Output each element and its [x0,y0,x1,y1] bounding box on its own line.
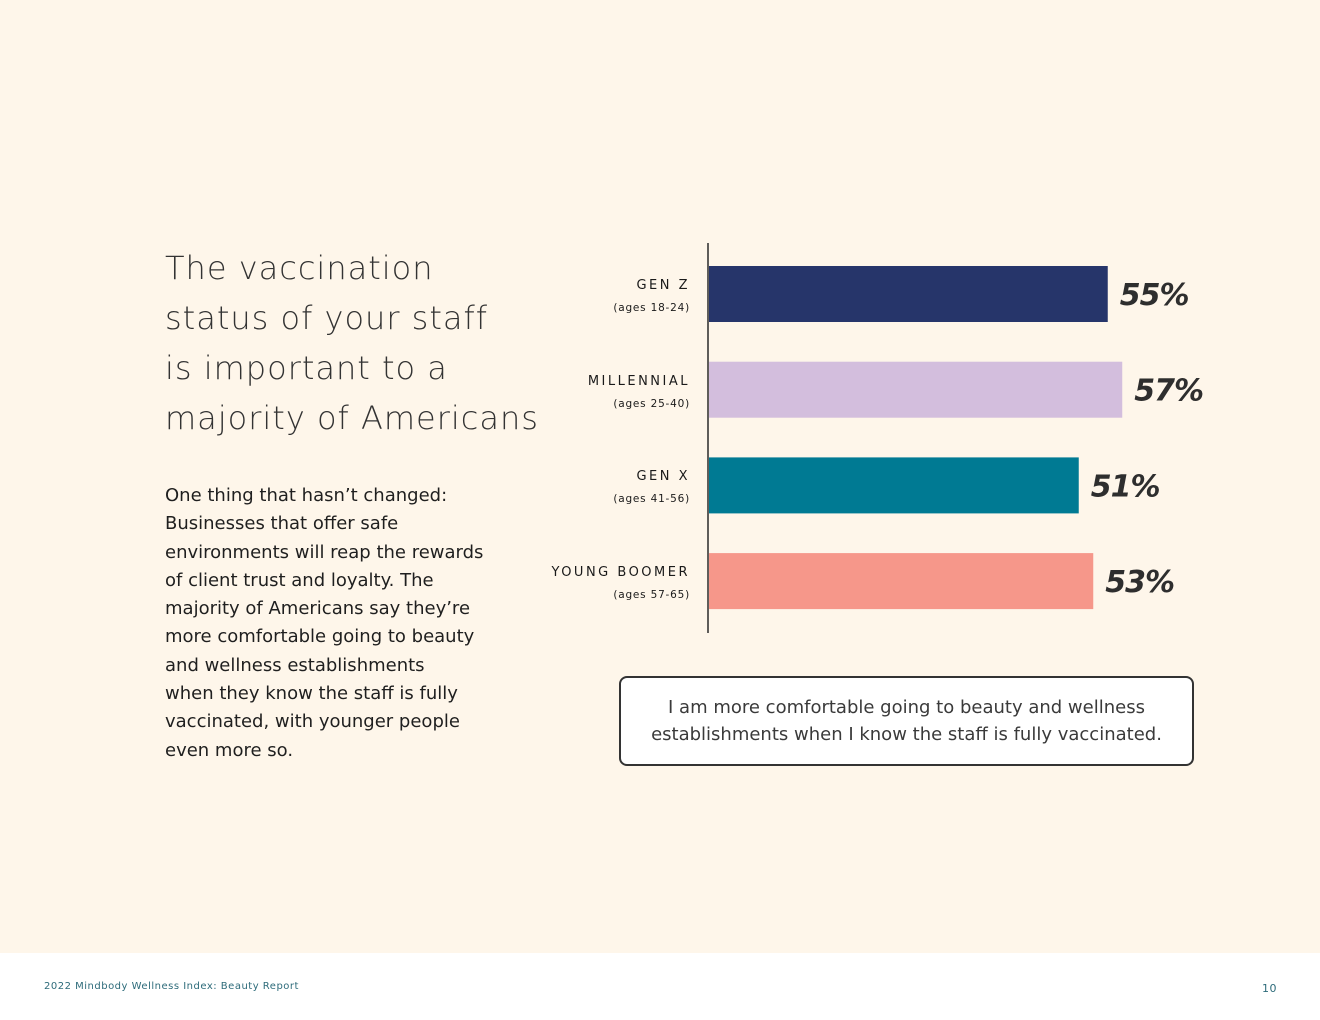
body-line: majority of Americans say they’re [165,598,471,620]
body-line: and wellness establishments [165,654,425,676]
category-age-range: (ages 41-56) [613,493,690,506]
headline-line: majority of Americans [165,399,539,437]
category-name: MILLENNIAL [587,373,690,389]
bar-value-label: 53% [1105,565,1174,600]
headline-line: is important to a [165,349,448,387]
page-background [0,0,1320,953]
bar-millennial [709,361,1123,418]
bar-value-label: 55% [1120,278,1189,313]
category-name: YOUNG BOOMER [551,565,690,581]
category-name: GEN Z [636,278,690,293]
bar-young-boomer [709,553,1094,610]
body-copy: One thing that hasn’t changed: Businesse… [165,482,505,765]
body-line: even more so. [165,739,294,761]
bar-value-label: 51% [1091,469,1160,504]
category-label: GEN X (ages 41-56) [613,469,690,506]
callout-box: I am more comfortable going to beauty an… [619,676,1194,766]
bar-gen-x [709,457,1079,514]
body-line: of client trust and loyalty. The [165,569,434,591]
category-age-range: (ages 57-65) [613,589,690,602]
category-label: GEN Z (ages 18-24) [613,278,690,315]
body-line: Businesses that offer safe [165,513,399,535]
body-line: vaccinated, with younger people [165,711,460,733]
category-name: GEN X [636,469,690,485]
footer-report-title: 2022 Mindbody Wellness Index: Beauty Rep… [44,981,299,992]
bar-value-label: 57% [1134,374,1203,409]
category-label: YOUNG BOOMER (ages 57-65) [551,565,690,602]
body-line: One thing that hasn’t changed: [165,485,448,506]
bar-chart: 55% 57% 51% 53% [707,243,1204,633]
body-line: when they know the staff is fully [165,683,458,705]
headline-line: status of your staff [165,299,488,337]
category-age-range: (ages 25-40) [613,397,690,410]
category-age-range: (ages 18-24) [613,302,690,314]
bar-gen-z [709,266,1108,322]
category-label: MILLENNIAL (ages 25-40) [588,374,690,411]
headline: The vaccination status of your staff is … [165,243,545,443]
callout-text: I am more comfortable going to beauty an… [651,697,1162,745]
headline-line: The vaccination [165,249,434,287]
body-line: environments will reap the rewards [165,541,484,563]
body-line: more comfortable going to beauty [165,626,475,648]
footer-page-number: 10 [1262,982,1277,995]
